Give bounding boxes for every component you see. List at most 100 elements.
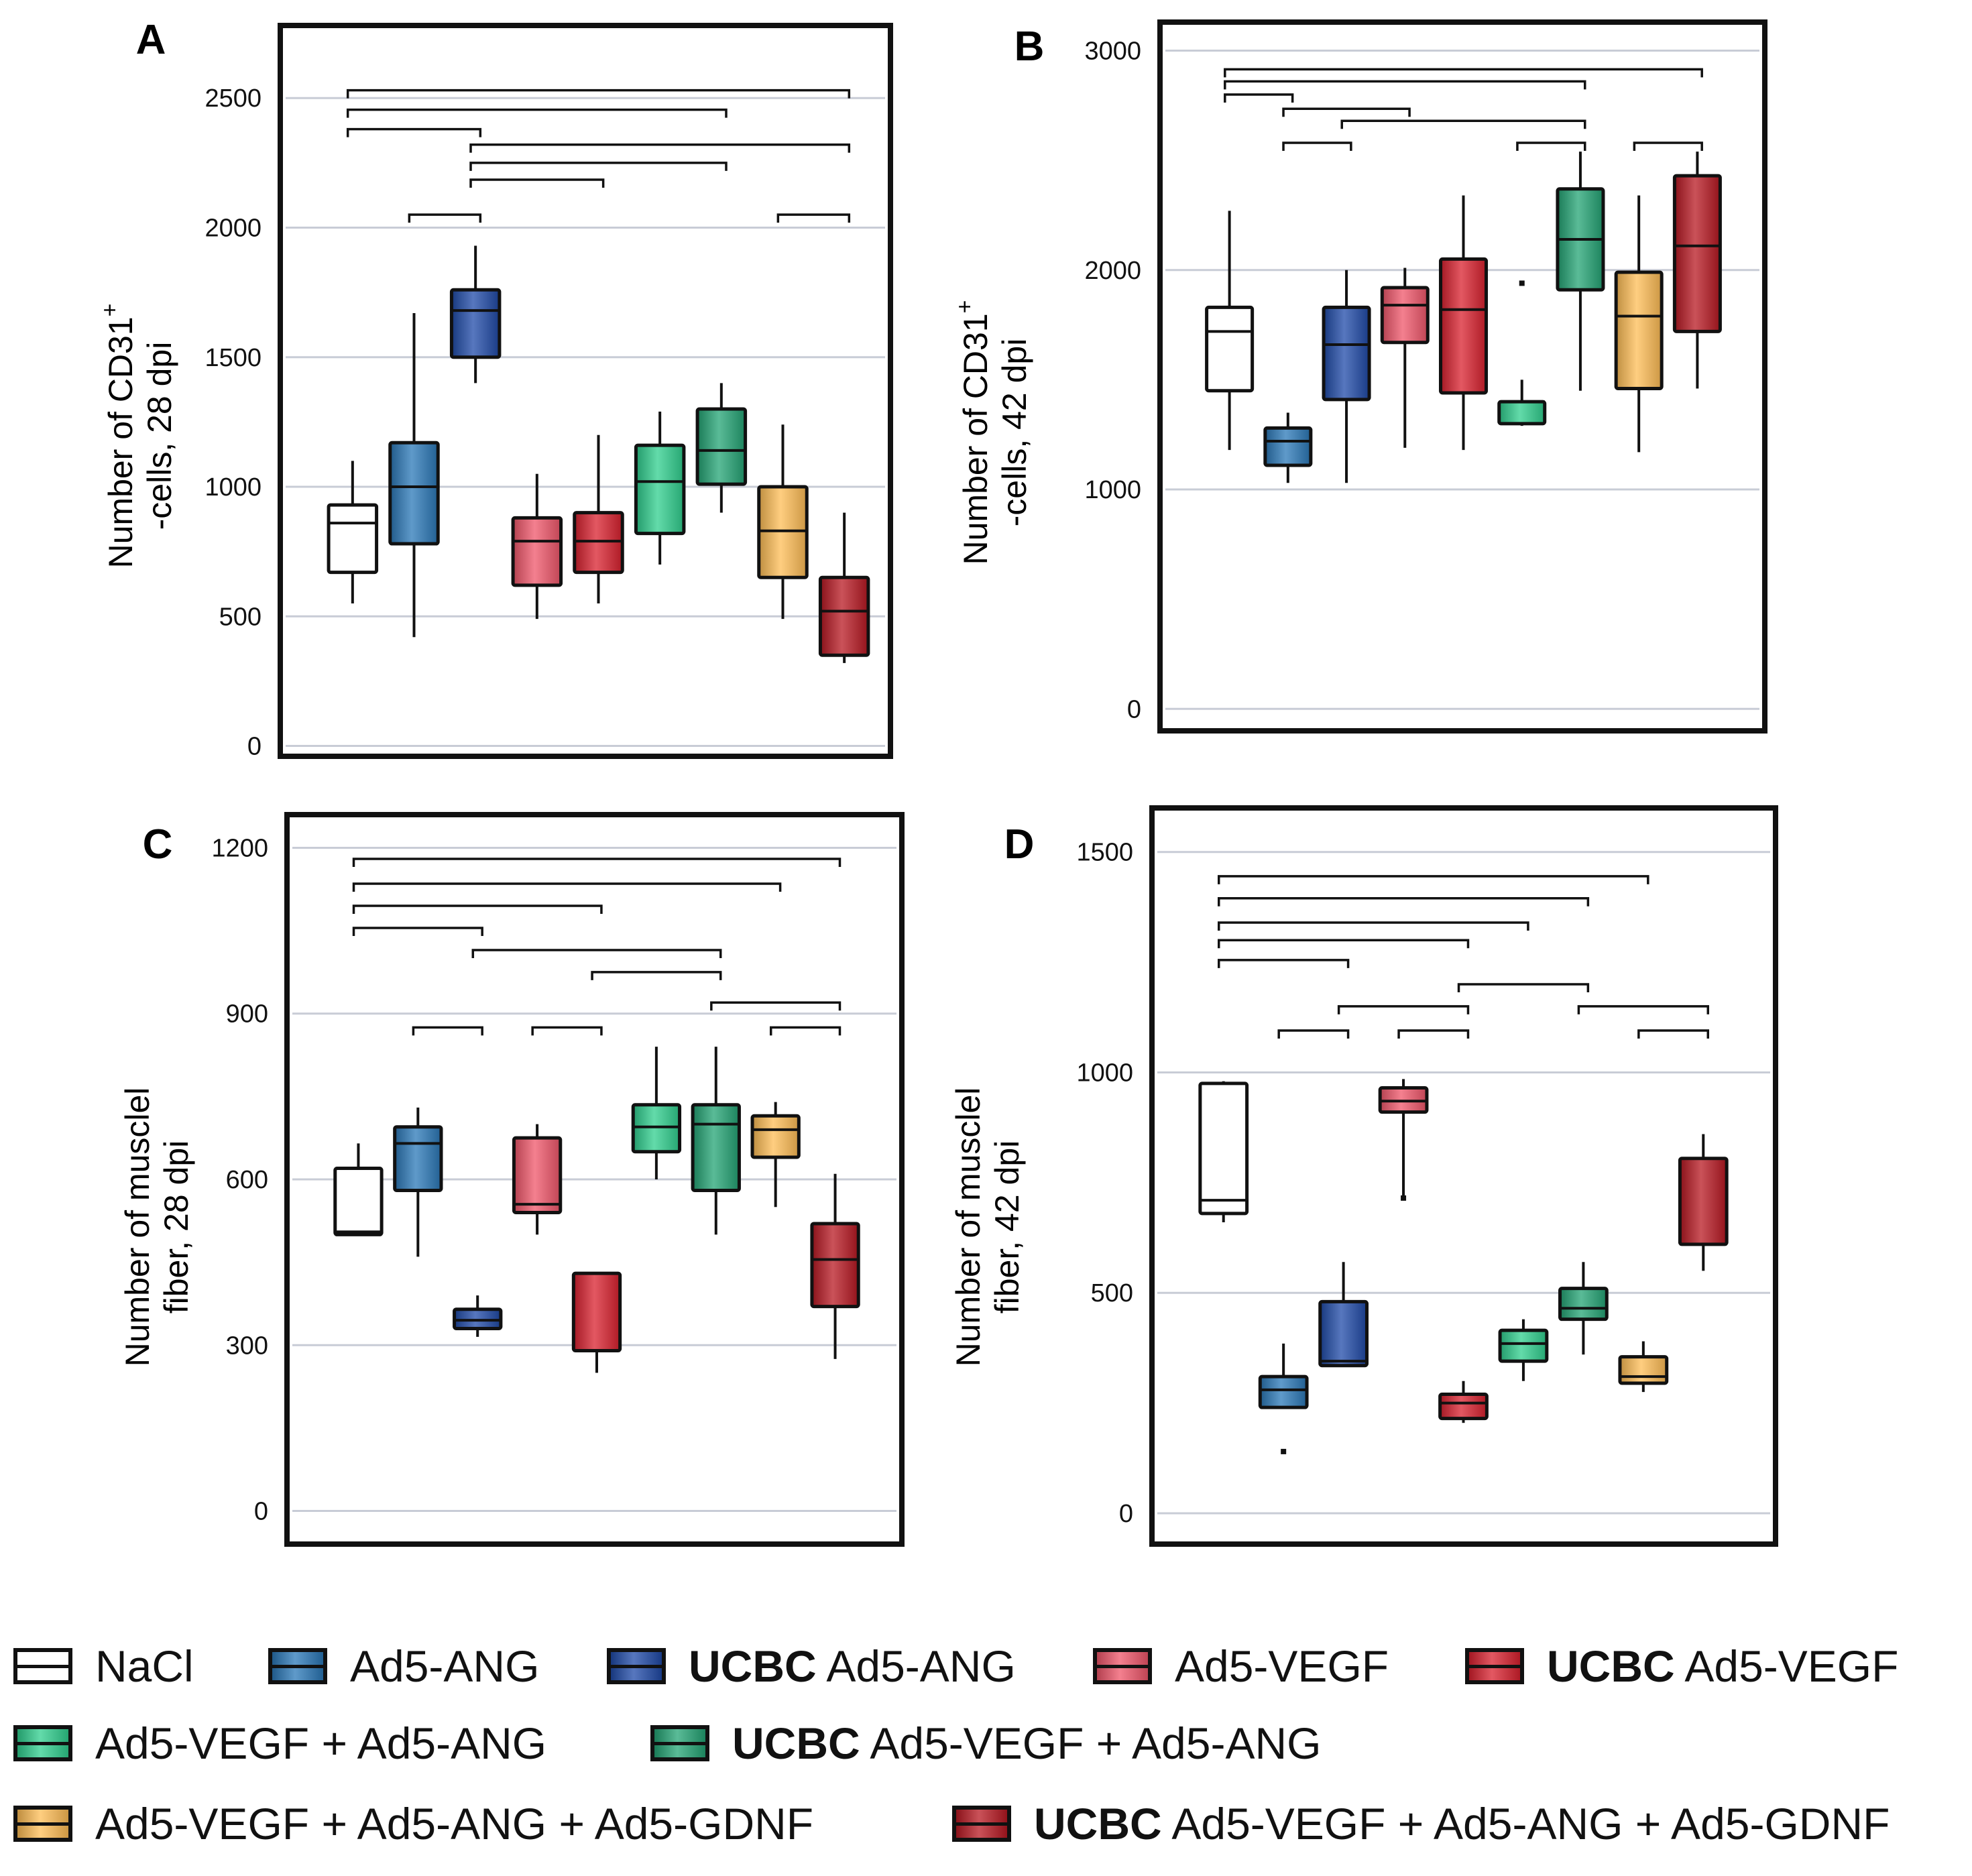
legend-label-text: Ad5-VEGF <box>1175 1641 1389 1691</box>
box-ad5-vegf-ad5-ang <box>634 443 686 536</box>
box-ad5-vegf-ad5-ang-ad5-gdnf <box>1614 270 1664 390</box>
legend: NaCl Ad5-ANG UCBC Ad5-ANG Ad5-VEGF UCBC … <box>0 1609 1972 1876</box>
legend-swatch-nacl <box>13 1641 72 1691</box>
significance-bracket <box>469 178 605 188</box>
legend-swatch-ad5-vegf <box>1093 1641 1152 1691</box>
y-tick-label: 500 <box>219 603 262 631</box>
significance-bracket <box>1224 68 1703 78</box>
significance-bracket <box>1337 1005 1470 1014</box>
y-tick-label: 2000 <box>1084 257 1141 285</box>
significance-bracket <box>1282 107 1411 117</box>
legend-label-prefix: UCBC <box>1547 1641 1675 1691</box>
legend-swatch-ad5-ang <box>268 1641 327 1691</box>
significance-bracket <box>471 949 722 958</box>
legend-label-text: Ad5-VEGF + Ad5-ANG <box>860 1718 1322 1768</box>
panel-a: A Number of CD31+ -cells, 28 dpi 0 500 1000… <box>97 17 893 761</box>
box-ad5-ang <box>388 441 440 546</box>
y-tick-label: 1500 <box>205 344 262 372</box>
significance-bracket <box>1457 983 1590 992</box>
legend-item-ucbc-ad5-vegf-ad5-ang-ad5-gdnf: UCBC Ad5-VEGF + Ad5-ANG + Ad5-GDNF <box>952 1794 1890 1854</box>
box-ad5-ang <box>1263 426 1313 467</box>
y-tick-label: 3000 <box>1084 38 1141 66</box>
legend-label-prefix: UCBC <box>1034 1799 1162 1849</box>
y-axis-label-line2: -cells, 42 dpi <box>996 339 1033 527</box>
significance-bracket <box>1516 141 1586 151</box>
significance-bracket <box>469 162 728 171</box>
legend-item-ad5-vegf-ad5-ang-ad5-gdnf: Ad5-VEGF + Ad5-ANG + Ad5-GDNF <box>13 1794 813 1854</box>
box-nacl <box>333 1167 384 1236</box>
legend-label-text: Ad5-VEGF + Ad5-ANG <box>95 1718 547 1768</box>
y-axis-label: Number of musclelfiber, 28 dpi <box>119 1088 195 1367</box>
box-ucbc-ad5-vegf-ad5-ang <box>1558 1287 1609 1322</box>
y-axis-label-line1: Number of musclel <box>119 1088 156 1367</box>
significance-bracket <box>1577 1005 1709 1014</box>
legend-item-ad5-vegf: Ad5-VEGF <box>1093 1636 1389 1696</box>
y-axis-label-sup: + <box>97 303 123 316</box>
significance-bracket <box>769 1026 842 1036</box>
y-tick-label: 300 <box>226 1332 268 1360</box>
y-tick-label: 600 <box>226 1166 268 1194</box>
y-axis-label-line2: fiber, 42 dpi <box>988 1140 1026 1314</box>
significance-bracket <box>1282 141 1352 151</box>
y-axis-label: Number of musclelfiber, 42 dpi <box>949 1088 1026 1367</box>
significance-bracket <box>1218 897 1590 906</box>
legend-label: Ad5-VEGF + Ad5-ANG + Ad5-GDNF <box>95 1798 813 1849</box>
box-ad5-vegf <box>512 1136 563 1214</box>
significance-bracket <box>1218 921 1529 931</box>
legend-label-text: Ad5-VEGF + Ad5-ANG + Ad5-GDNF <box>95 1799 814 1849</box>
legend-item-ad5-vegf-ad5-ang: Ad5-VEGF + Ad5-ANG <box>13 1713 546 1773</box>
y-tick-label: 2000 <box>205 214 262 242</box>
box-ucbc-ad5-ang <box>449 288 502 359</box>
legend-label: UCBC Ad5-ANG <box>689 1641 1016 1692</box>
box-ucbc-ad5-vegf-ad5-ang-ad5-gdnf <box>1678 1157 1729 1246</box>
box-ucbc-ad5-vegf <box>1438 1392 1489 1421</box>
y-tick-label: 1000 <box>1084 476 1141 504</box>
box-ucbc-ad5-vegf-ad5-ang-ad5-gdnf <box>1672 174 1722 333</box>
y-tick-label: 500 <box>1091 1279 1133 1307</box>
box-ucbc-ad5-ang <box>453 1307 503 1331</box>
y-tick-label: 2500 <box>205 84 262 113</box>
significance-bracket <box>1340 119 1586 129</box>
legend-label: Ad5-VEGF <box>1175 1641 1389 1692</box>
significance-bracket <box>346 127 482 137</box>
box-ucbc-ad5-vegf-ad5-ang-ad5-gdnf <box>810 1222 860 1309</box>
significance-bracket <box>469 143 851 153</box>
significance-bracket <box>1637 1029 1709 1039</box>
significance-bracket <box>1218 875 1649 884</box>
panel-b: B Number of CD31+ -cells, 42 dpi 0 1000 200… <box>952 19 1767 734</box>
legend-swatch-ucbc-ad5-vegf-ad5-ang <box>650 1718 709 1768</box>
significance-bracket <box>1397 1029 1470 1039</box>
y-tick-label: 900 <box>226 1000 268 1029</box>
y-tick-label: 0 <box>247 733 262 761</box>
box-ucbc-ad5-vegf-ad5-ang <box>691 1103 741 1192</box>
legend-label: NaCl <box>95 1641 194 1692</box>
legend-swatch-ad5-vegf-ad5-ang-ad5-gdnf <box>13 1799 72 1849</box>
box-ucbc-ad5-vegf-ad5-ang <box>695 407 748 486</box>
significance-bracket <box>1218 939 1470 949</box>
legend-label: UCBC Ad5-VEGF <box>1547 1641 1898 1692</box>
legend-swatch-ucbc-ad5-vegf <box>1465 1641 1524 1691</box>
panel-letter: D <box>1004 821 1035 868</box>
legend-item-ucbc-ad5-ang: UCBC Ad5-ANG <box>607 1636 1016 1696</box>
y-tick-label: 0 <box>1127 695 1141 723</box>
legend-label-text: Ad5-VEGF + Ad5-ANG + Ad5-GDNF <box>1161 1799 1890 1849</box>
box-ucbc-ad5-vegf <box>1438 257 1489 395</box>
significance-bracket <box>346 108 728 118</box>
outlier-ad5-vegf <box>1401 1195 1407 1201</box>
significance-bracket <box>1224 93 1294 103</box>
legend-item-ad5-ang: Ad5-ANG <box>268 1636 539 1696</box>
outlier-ad5-vegf-ad5-ang <box>1519 280 1525 286</box>
significance-bracket <box>352 858 842 867</box>
y-axis-label-line1: Number of musclel <box>949 1088 987 1367</box>
y-axis-label-sup: + <box>952 300 978 313</box>
y-axis-label-line2: -cells, 28 dpi <box>141 342 178 530</box>
figure-canvas: A Number of CD31+-cells, 28 dpi 05001000… <box>97 17 1778 1547</box>
box-nacl <box>1198 1081 1249 1216</box>
box-ad5-vegf-ad5-ang <box>1498 1328 1549 1363</box>
significance-bracket <box>346 89 851 99</box>
box-ad5-vegf-ad5-ang-ad5-gdnf <box>1618 1355 1669 1385</box>
y-axis-label-line2: fiber, 28 dpi <box>158 1140 195 1314</box>
y-axis-label-line1: Number of CD31 <box>102 316 139 568</box>
legend-label-text: Ad5-ANG <box>816 1641 1016 1691</box>
legend-label-text: NaCl <box>95 1641 194 1691</box>
